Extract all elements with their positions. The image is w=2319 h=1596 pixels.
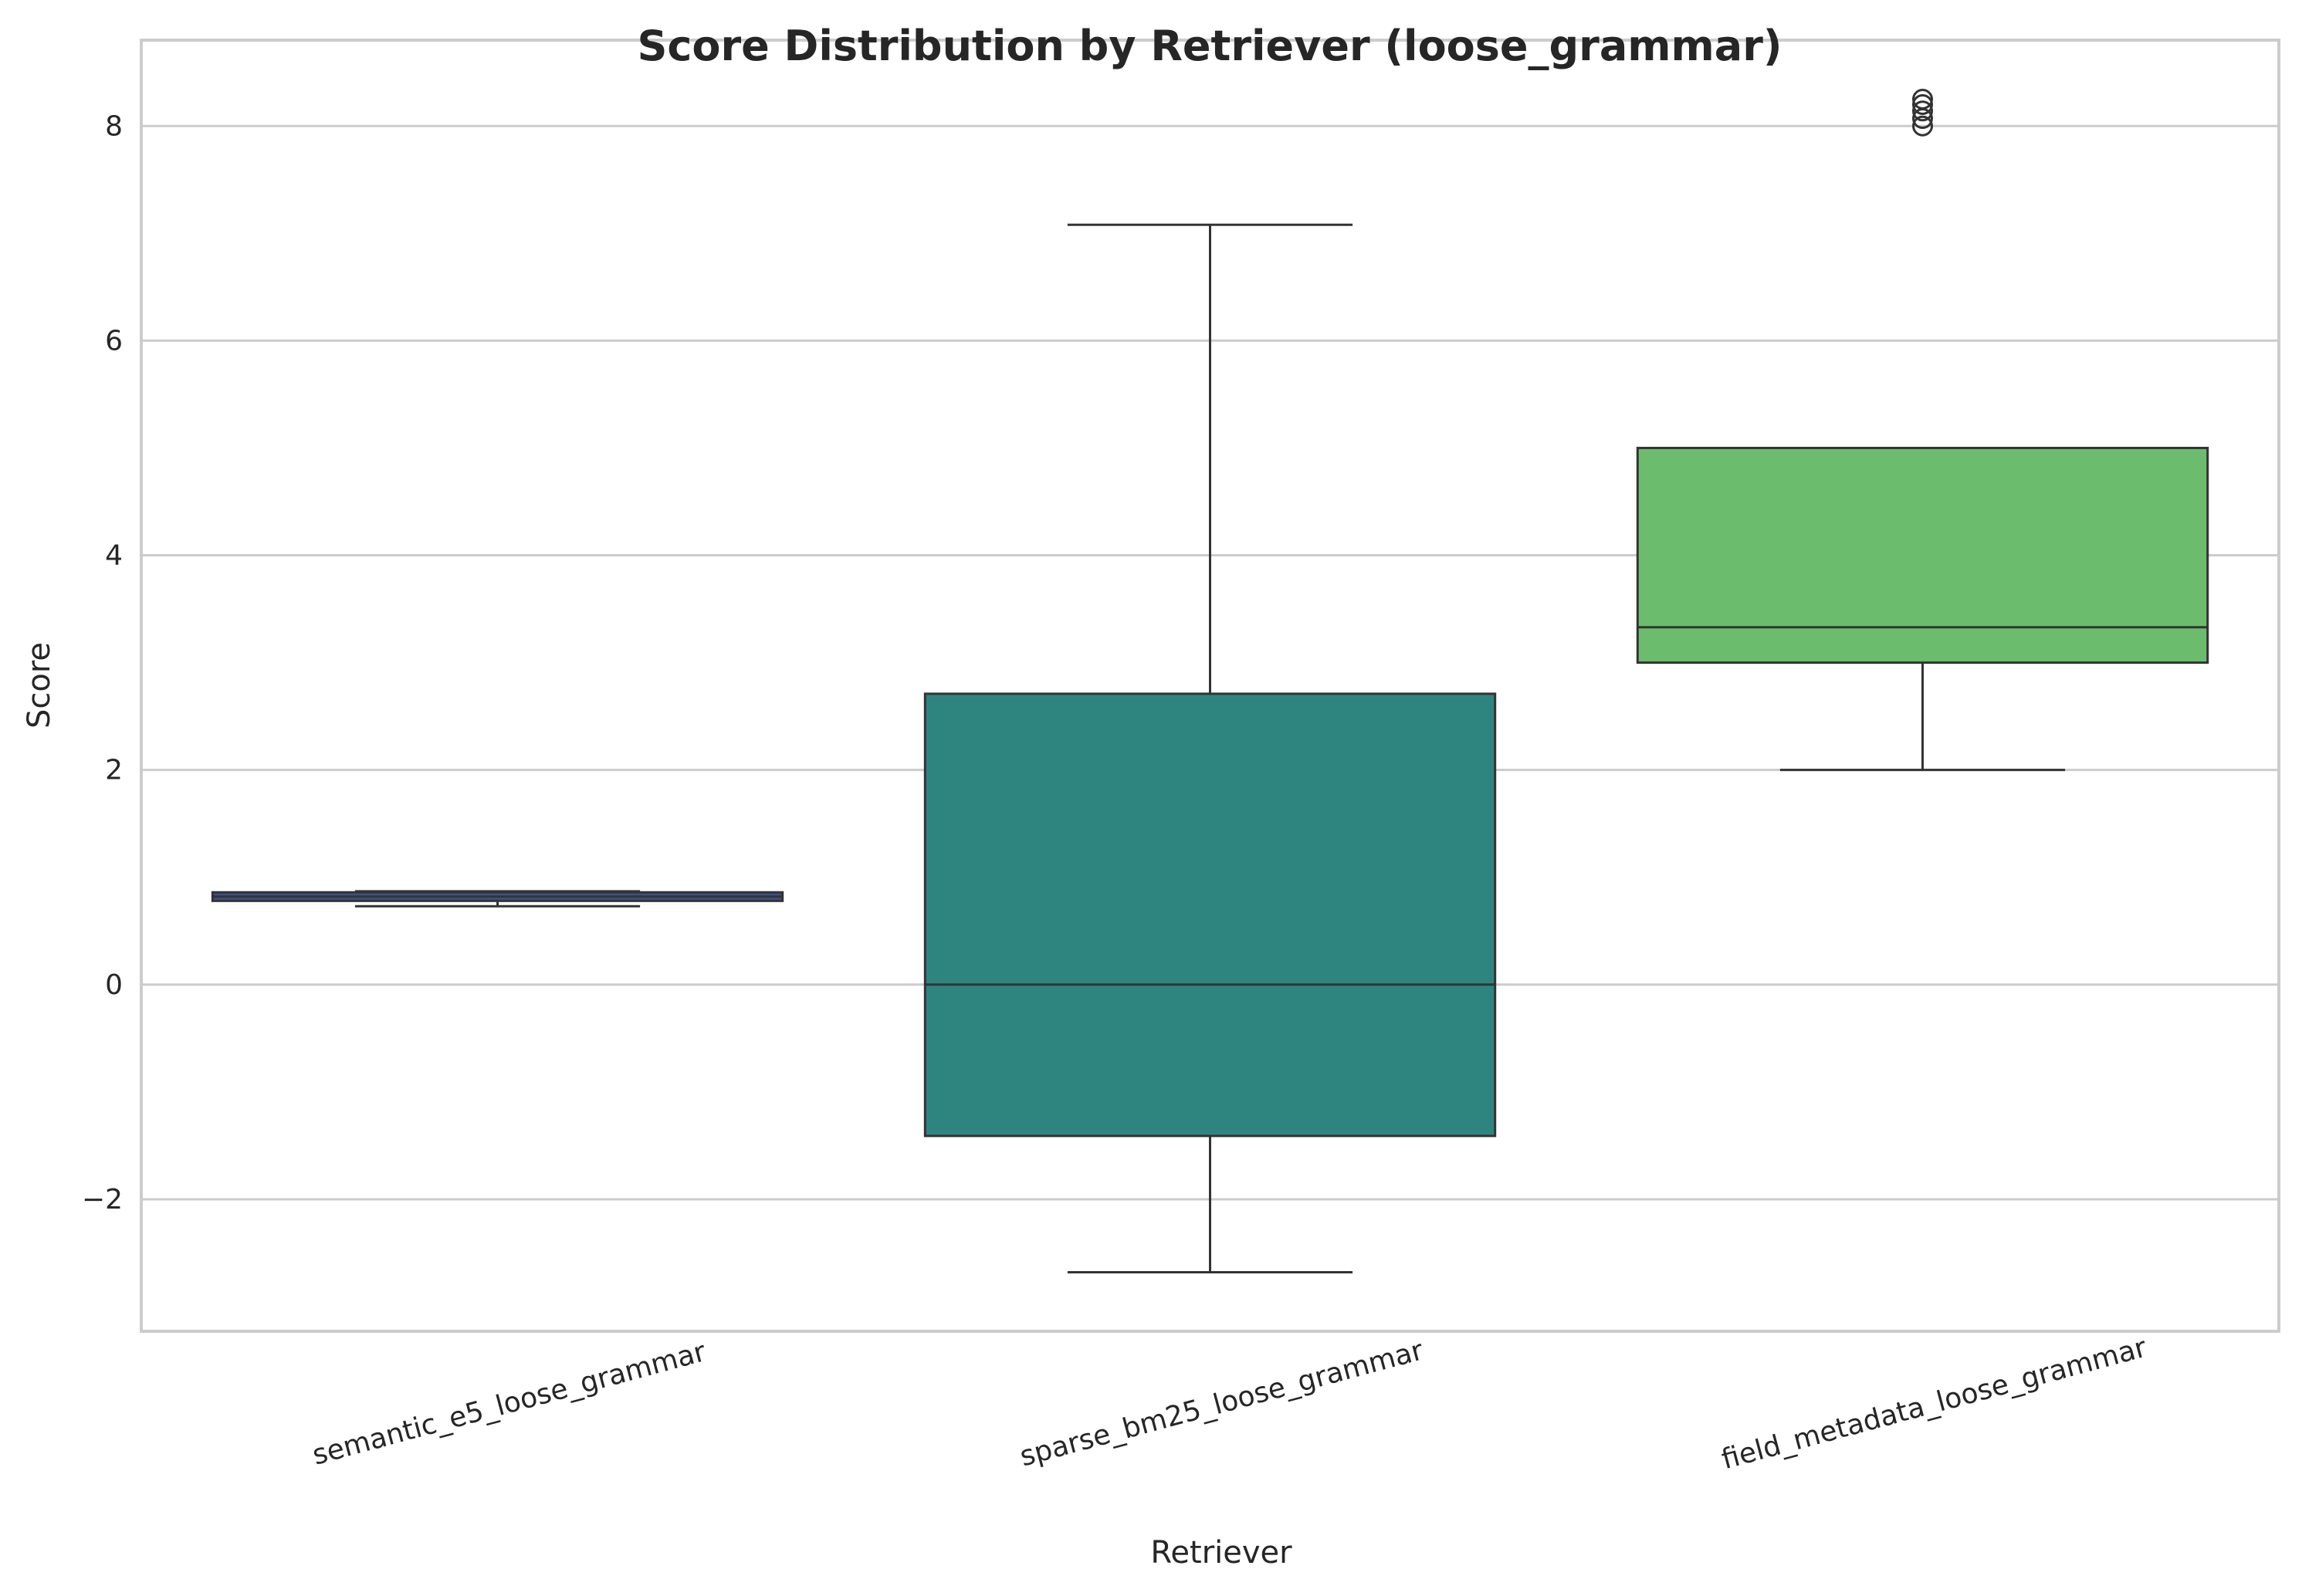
outlier-point [1912,115,1933,137]
y-tick-label: −2 [82,1184,123,1216]
x-axis-label: Retriever [1150,1535,1292,1571]
chart-title: Score Distribution by Retriever (loose_g… [637,22,1782,70]
y-tick-label: 0 [105,969,123,1001]
box-group [923,223,1497,1274]
outlier-point [1912,100,1933,122]
outlier-point [1912,93,1933,115]
box-group [211,890,784,908]
y-tick-labels: −2 0 2 4 6 8 [82,110,123,1216]
y-tick-label: 8 [105,110,123,142]
y-axis-label: Score [22,642,57,729]
boxes [211,88,2209,1274]
iqr-box [923,692,1497,1138]
plot-frame [140,39,2280,1333]
y-tick-label: 2 [105,755,123,786]
iqr-box [1636,446,2209,664]
box-group [1636,88,2209,772]
y-tick-label: 4 [105,540,123,572]
outlier-point [1912,88,1933,110]
y-tick-label: 6 [105,325,123,357]
